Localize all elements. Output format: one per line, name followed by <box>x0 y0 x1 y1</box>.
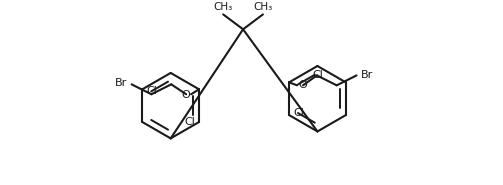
Text: CH₃: CH₃ <box>254 2 273 12</box>
Text: O: O <box>182 90 190 100</box>
Text: Br: Br <box>361 70 373 80</box>
Text: Cl: Cl <box>184 117 195 127</box>
Text: CH₃: CH₃ <box>214 2 233 12</box>
Text: Cl: Cl <box>312 70 323 80</box>
Text: Cl: Cl <box>146 86 157 96</box>
Text: O: O <box>298 80 307 90</box>
Text: Br: Br <box>115 78 128 88</box>
Text: Cl: Cl <box>293 108 304 118</box>
